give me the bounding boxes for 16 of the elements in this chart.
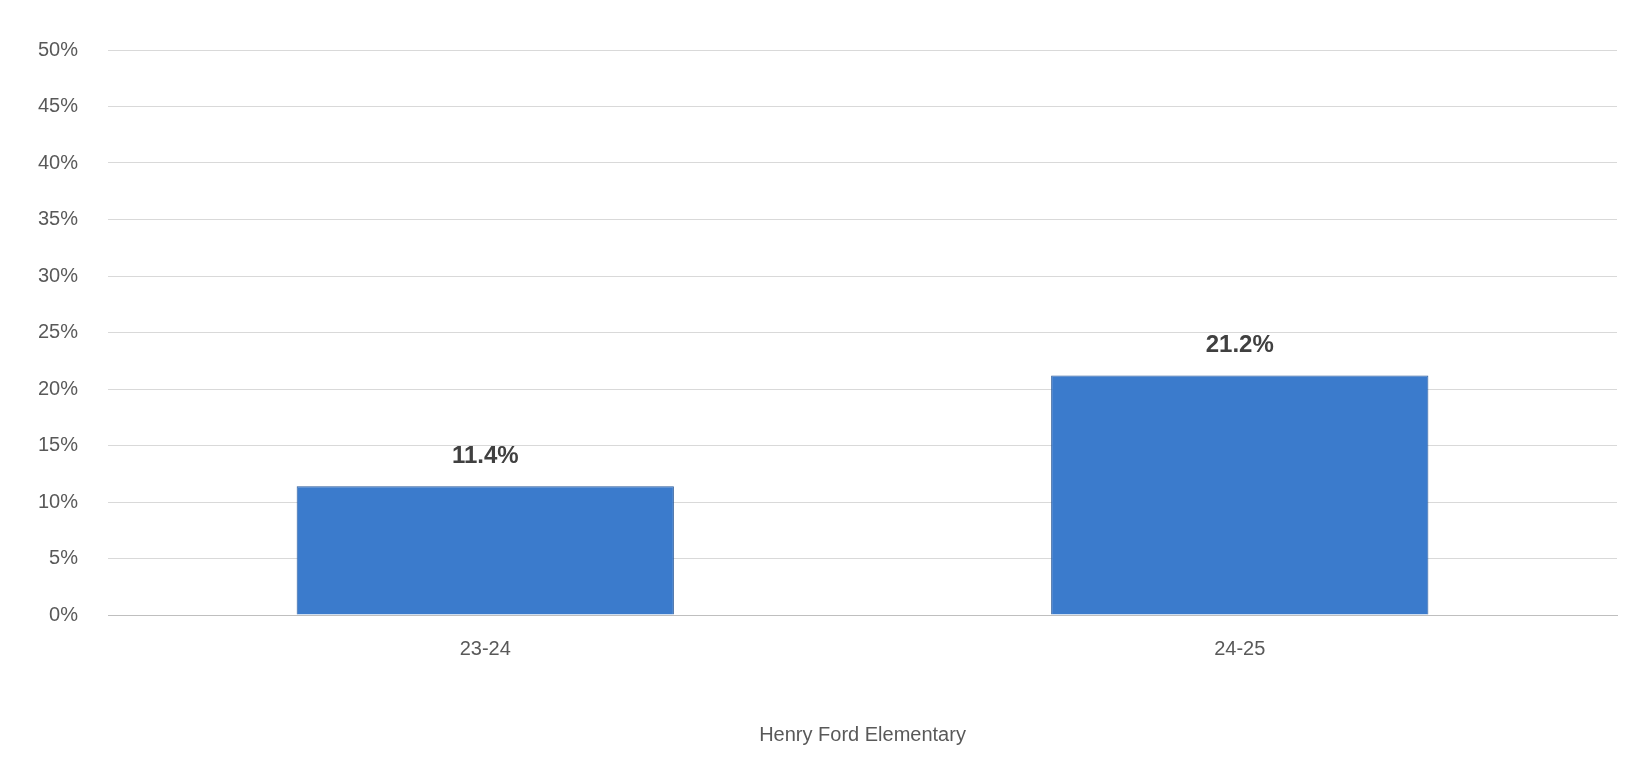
y-tick-label: 35% [38, 207, 79, 230]
y-tick-label: 5% [49, 546, 79, 569]
y-tick-label: 40% [38, 150, 79, 173]
data-label: 21.2% [1205, 330, 1274, 358]
x-tick-label: 24-25 [1214, 636, 1266, 659]
y-tick-label: 45% [38, 94, 79, 117]
y-tick-label: 10% [38, 489, 79, 512]
y-tick-label: 25% [38, 320, 79, 343]
y-tick-label: 50% [38, 37, 79, 60]
y-tick-label: 15% [38, 433, 79, 456]
x-axis-title: Henry Ford Elementary [759, 722, 966, 745]
y-tick-label: 0% [49, 602, 79, 625]
y-tick-label: 30% [38, 263, 79, 286]
x-tick-label: 23-24 [459, 636, 511, 659]
y-tick-label: 20% [38, 376, 79, 399]
data-label: 11.4% [451, 440, 519, 468]
